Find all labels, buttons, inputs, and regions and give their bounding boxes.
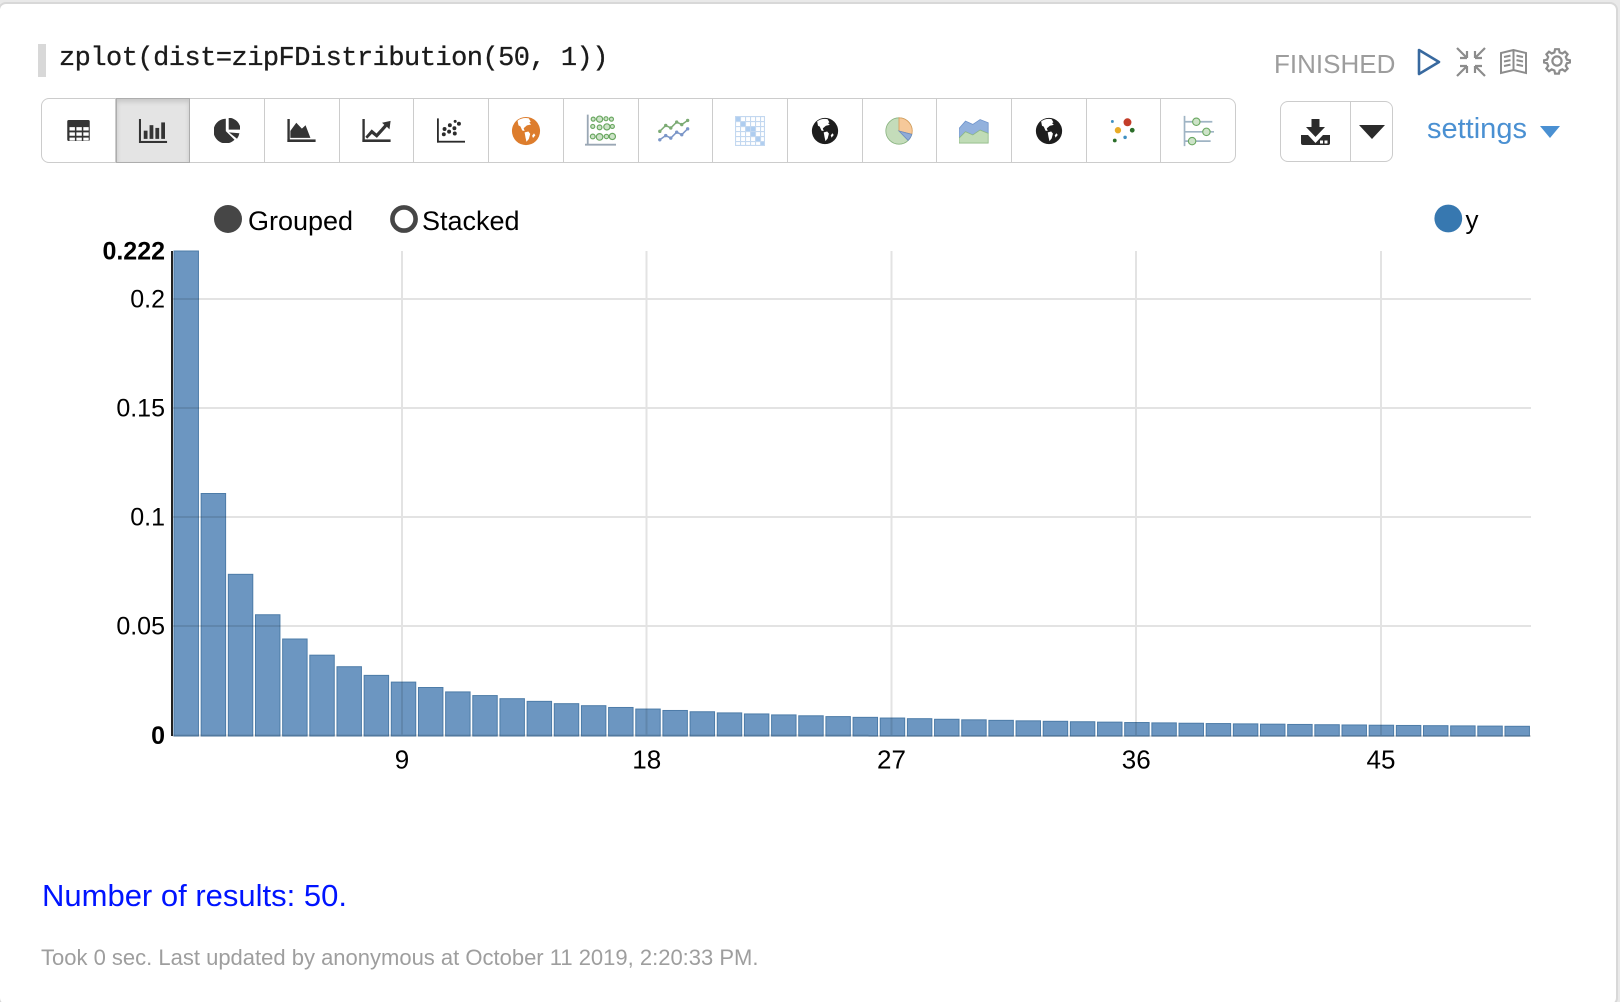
svg-text:Stacked: Stacked xyxy=(422,206,520,236)
svg-text:0.222: 0.222 xyxy=(102,238,165,266)
svg-text:45: 45 xyxy=(1367,745,1396,775)
svg-text:36: 36 xyxy=(1122,745,1151,775)
svg-text:0.1: 0.1 xyxy=(130,503,165,531)
svg-text:0.05: 0.05 xyxy=(116,612,165,640)
svg-text:0: 0 xyxy=(151,722,165,750)
svg-text:y: y xyxy=(1466,205,1479,235)
svg-text:27: 27 xyxy=(877,745,906,775)
svg-text:0.2: 0.2 xyxy=(130,286,165,314)
svg-text:9: 9 xyxy=(395,745,409,775)
svg-text:18: 18 xyxy=(632,745,661,775)
svg-text:Grouped: Grouped xyxy=(248,206,353,236)
svg-text:0.15: 0.15 xyxy=(116,394,165,422)
